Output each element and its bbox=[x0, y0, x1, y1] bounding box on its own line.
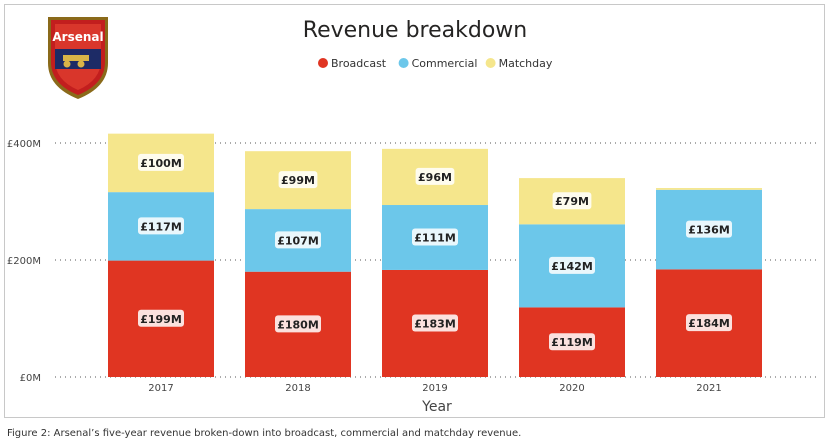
data-label: £119M bbox=[551, 336, 593, 349]
data-label-bg bbox=[278, 171, 318, 189]
x-axis: 2017 2018 2019 2020 2021 bbox=[148, 383, 721, 394]
data-label-bg bbox=[138, 309, 184, 327]
data-label: £96M bbox=[418, 171, 452, 184]
data-label-bg bbox=[275, 231, 321, 249]
data-label: £79M bbox=[555, 195, 589, 208]
data-label-bg bbox=[412, 228, 458, 246]
data-label-bg bbox=[552, 192, 592, 210]
data-label-bg bbox=[686, 314, 732, 332]
data-label-bg bbox=[549, 333, 595, 351]
data-label-bg bbox=[275, 315, 321, 333]
data-label: £184M bbox=[688, 317, 730, 330]
arsenal-crest-icon: Arsenal bbox=[48, 17, 108, 99]
y-tick-label: £0M bbox=[20, 373, 41, 384]
x-tick-label: 2018 bbox=[285, 383, 310, 394]
data-label: £180M bbox=[277, 318, 319, 331]
legend-marker-commercial bbox=[398, 58, 409, 68]
y-axis: £0M £200M £400M bbox=[7, 139, 41, 384]
data-label-bg bbox=[138, 217, 184, 235]
data-label-bg bbox=[412, 314, 458, 332]
data-label: £199M bbox=[140, 313, 182, 326]
data-label: £183M bbox=[414, 317, 456, 330]
data-label-bg bbox=[686, 220, 732, 238]
data-label: £99M bbox=[281, 174, 315, 187]
data-label: £100M bbox=[140, 157, 182, 170]
bar-matchday-2021 bbox=[656, 188, 762, 190]
legend-marker-broadcast bbox=[318, 58, 328, 68]
legend-marker-matchday bbox=[485, 58, 496, 68]
data-label: £107M bbox=[277, 234, 319, 247]
x-axis-title: Year bbox=[421, 399, 452, 415]
chart-title: Revenue breakdown bbox=[303, 18, 527, 43]
y-tick-label: £400M bbox=[7, 139, 41, 150]
legend-label-commercial: Commercial bbox=[412, 57, 478, 70]
data-label-bg bbox=[415, 167, 455, 185]
x-tick-label: 2020 bbox=[559, 383, 584, 394]
figure-caption: Figure 2: Arsenal’s five-year revenue br… bbox=[7, 428, 522, 439]
x-tick-label: 2019 bbox=[422, 383, 447, 394]
chart-frame: Arsenal Revenue breakdown Broadcast Comme… bbox=[4, 4, 825, 418]
legend-label-broadcast: Broadcast bbox=[331, 57, 387, 70]
data-label-bg bbox=[138, 153, 184, 171]
x-tick-label: 2021 bbox=[696, 383, 721, 394]
logo-text: Arsenal bbox=[52, 30, 103, 44]
x-tick-label: 2017 bbox=[148, 383, 173, 394]
data-labels: £199M £117M £100M £180M £107M £99M £183M £111M £… bbox=[138, 153, 732, 351]
data-label-bg bbox=[549, 256, 595, 274]
legend-label-matchday: Matchday bbox=[499, 57, 553, 70]
legend: Broadcast Commercial Matchday bbox=[318, 57, 553, 70]
data-label: £117M bbox=[140, 220, 182, 233]
y-tick-label: £200M bbox=[7, 256, 41, 267]
data-label: £142M bbox=[551, 260, 593, 273]
data-label: £136M bbox=[688, 224, 730, 237]
revenue-chart: Arsenal Revenue breakdown Broadcast Comme… bbox=[7, 17, 817, 415]
data-label: £111M bbox=[414, 231, 456, 244]
